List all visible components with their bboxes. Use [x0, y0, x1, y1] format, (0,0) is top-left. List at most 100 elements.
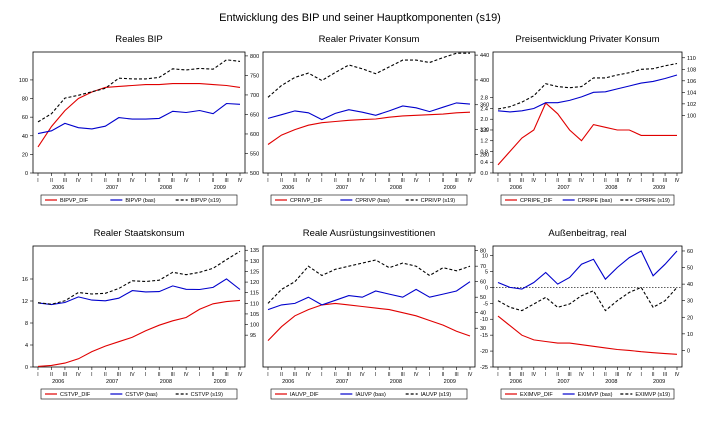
quarter-label: III: [568, 372, 572, 378]
left-tick-label: 40: [22, 134, 28, 140]
year-label: 2008: [390, 185, 402, 191]
right-tick-label: 130: [250, 259, 259, 265]
year-label: 2006: [282, 379, 294, 385]
legend-label: CPRIVP_DIF: [290, 198, 323, 204]
quarter-label: II: [158, 372, 161, 378]
series-line-cprivp-bas-: [267, 102, 471, 121]
left-tick-label: 4: [25, 343, 28, 349]
quarter-label: I: [37, 178, 38, 184]
legend-label: CSTVP (bas): [125, 392, 157, 398]
right-tick-label: 40: [687, 282, 693, 288]
quarter-label: IV: [130, 178, 135, 184]
quarter-label: II: [652, 372, 655, 378]
series-line-bipvp-dif: [37, 83, 241, 148]
right-tick-label: 102: [687, 102, 696, 108]
year-label: 2007: [558, 185, 570, 191]
quarter-label: II: [280, 372, 283, 378]
quarter-label: IV: [531, 178, 536, 184]
year-label: 2007: [336, 379, 348, 385]
quarter-label: I: [145, 178, 146, 184]
quarter-label: I: [429, 178, 430, 184]
series-line-cstvp-dif: [37, 299, 241, 367]
panel-title: Realer Privater Konsum: [319, 34, 420, 45]
legend-label: CPRIVP (bas): [355, 198, 390, 204]
quarter-label: III: [171, 372, 175, 378]
quarter-label: IV: [360, 178, 365, 184]
legend-box: [500, 194, 675, 206]
quarter-label: I: [267, 178, 268, 184]
right-tick-label: 80: [480, 249, 486, 255]
quarter-label: II: [556, 372, 559, 378]
right-tick-label: 550: [250, 151, 259, 157]
left-tick-label: 2.4: [480, 106, 488, 112]
quarter-label: II: [104, 372, 107, 378]
panel-title: Preisentwicklung Privater Konsum: [515, 34, 659, 45]
right-tick-label: 400: [480, 78, 489, 84]
quarter-label: III: [520, 178, 524, 184]
left-tick-label: 16: [22, 277, 28, 283]
quarter-label: III: [520, 372, 524, 378]
quarter-label: II: [652, 178, 655, 184]
left-tick-label: 60: [22, 115, 28, 121]
quarter-label: I: [641, 372, 642, 378]
left-tick-label: 2.0: [480, 117, 488, 123]
right-tick-label: 650: [250, 112, 259, 118]
series-line-eximvp-s19-: [497, 286, 678, 312]
left-tick-label: 0: [25, 365, 28, 371]
right-tick-label: 110: [250, 301, 259, 307]
left-tick-label: 1.6: [480, 128, 488, 134]
series-line-bipvp-s19-: [37, 59, 241, 123]
legend-label: CPRIPE_DIF: [520, 198, 553, 204]
series-line-bipvp-bas-: [37, 102, 241, 135]
right-tick-label: 280: [480, 152, 489, 158]
legend-label: EXIMVP (bas): [578, 392, 613, 398]
quarter-label: IV: [468, 178, 473, 184]
plot-frame: [262, 51, 476, 174]
left-tick-label: -10: [480, 317, 488, 323]
quarter-label: III: [401, 372, 405, 378]
right-tick-label: 108: [687, 67, 696, 73]
quarter-label: III: [663, 178, 667, 184]
right-tick-label: 100: [687, 113, 696, 119]
right-tick-label: 440: [480, 53, 489, 59]
quarter-label: II: [104, 178, 107, 184]
year-label: 2009: [653, 379, 665, 385]
left-tick-label: 80: [22, 97, 28, 103]
panel-title: Außenbeitrag, real: [548, 228, 626, 239]
quarter-label: IV: [76, 372, 81, 378]
plot-frame: [32, 51, 246, 174]
quarter-label: II: [212, 372, 215, 378]
quarter-label: I: [321, 372, 322, 378]
right-tick-label: 104: [687, 90, 696, 96]
quarter-label: II: [442, 372, 445, 378]
legend-box: [40, 388, 238, 400]
quarter-label: III: [568, 178, 572, 184]
right-tick-label: 105: [250, 312, 259, 318]
series-line-iauvp-dif: [267, 302, 471, 341]
right-tick-label: 20: [687, 315, 693, 321]
series-line-cstvp-s19-: [37, 250, 241, 305]
quarter-label: I: [545, 372, 546, 378]
legend-box: [270, 388, 468, 400]
quarter-label: IV: [414, 178, 419, 184]
year-label: 2007: [558, 379, 570, 385]
panel-title: Reale Ausrüstungsinvestitionen: [303, 228, 436, 239]
legend-box: [500, 388, 675, 400]
year-label: 2009: [444, 185, 456, 191]
quarter-label: I: [267, 372, 268, 378]
quarter-label: III: [224, 178, 228, 184]
quarter-label: I: [375, 178, 376, 184]
year-label: 2008: [160, 185, 172, 191]
figure-title: Entwicklung des BIP und seiner Hauptkomp…: [219, 12, 501, 24]
right-tick-label: 600: [250, 132, 259, 138]
left-tick-label: 5: [485, 269, 488, 275]
left-tick-label: 0.4: [480, 160, 488, 166]
right-tick-label: 50: [480, 295, 486, 301]
panel-title: Reales BIP: [115, 34, 163, 45]
series-line-cprivp-s19-: [267, 52, 470, 98]
year-label: 2006: [52, 379, 64, 385]
left-tick-label: -20: [480, 349, 488, 355]
quarter-label: IV: [627, 178, 632, 184]
right-tick-label: 60: [480, 280, 486, 286]
year-label: 2009: [653, 185, 665, 191]
